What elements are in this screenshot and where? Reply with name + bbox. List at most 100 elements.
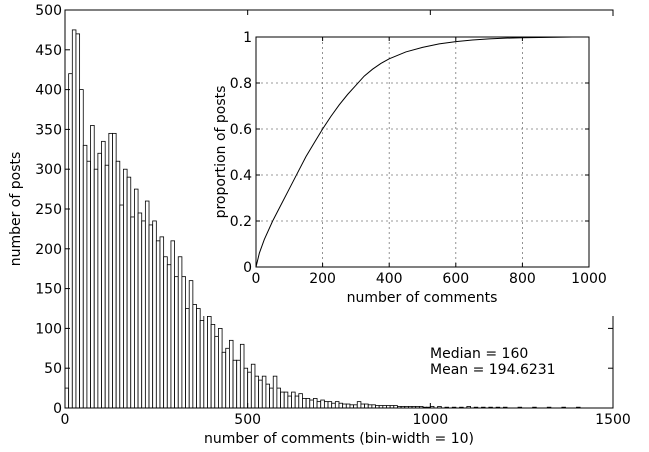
histogram-bar xyxy=(313,398,318,409)
histogram-bar xyxy=(155,240,161,409)
histogram-y-tick-label: 50 xyxy=(44,361,62,377)
histogram-bar xyxy=(360,403,365,409)
histogram-bar xyxy=(214,335,219,409)
cdf-x-tick-label: 400 xyxy=(376,271,403,287)
histogram-bar xyxy=(218,327,223,409)
median-annotation: Median = 160 xyxy=(430,346,528,362)
histogram-bar xyxy=(298,393,303,409)
histogram-y-tick-label: 150 xyxy=(35,282,62,298)
histogram-bar xyxy=(79,89,84,409)
histogram-bar xyxy=(291,391,296,409)
histogram-bar xyxy=(320,399,325,409)
histogram-bar xyxy=(243,367,249,409)
histogram-bar xyxy=(112,132,117,409)
histogram-bar xyxy=(228,339,234,409)
histogram-x-axis-label: number of comments (bin-width = 10) xyxy=(204,431,474,447)
histogram-x-tick-label: 500 xyxy=(234,412,261,428)
histogram-bar xyxy=(280,391,285,409)
histogram-bar xyxy=(185,308,190,409)
histogram-bar xyxy=(338,402,344,409)
histogram-bar xyxy=(232,359,238,409)
histogram-bar xyxy=(254,375,260,409)
cdf-y-axis-label: proportion of posts xyxy=(213,86,229,219)
histogram-x-tick-label: 0 xyxy=(61,412,70,428)
cdf-y-tick-label: 0.6 xyxy=(230,122,252,138)
cdf-y-tick-label: 1 xyxy=(243,30,252,46)
histogram-y-axis-label: number of posts xyxy=(8,152,24,267)
cdf-x-tick-label: 800 xyxy=(509,271,536,287)
histogram-bar xyxy=(331,402,336,409)
histogram-bar xyxy=(123,168,128,409)
histogram-bar xyxy=(93,168,99,409)
histogram-bar xyxy=(356,401,362,409)
histogram-bar xyxy=(130,216,135,409)
cdf-x-tick-label: 600 xyxy=(442,271,469,287)
histogram-bar xyxy=(166,264,172,409)
histogram-y-tick-label: 450 xyxy=(35,43,62,59)
histogram-bar xyxy=(174,276,179,409)
histogram-bar xyxy=(207,316,212,409)
histogram-bar xyxy=(126,176,132,409)
histogram-bar xyxy=(90,125,95,409)
histogram-bar xyxy=(137,212,143,409)
histogram-bar xyxy=(115,160,121,409)
histogram-bar xyxy=(261,375,267,409)
histogram-bar xyxy=(82,144,88,409)
histogram-bar xyxy=(334,401,340,409)
histogram-bar xyxy=(323,401,329,409)
histogram-y-tick-label: 350 xyxy=(35,122,62,138)
histogram-bar xyxy=(177,256,183,409)
histogram-bar xyxy=(342,403,347,409)
histogram-bar xyxy=(163,256,168,409)
histogram-bar xyxy=(170,240,175,409)
cdf-x-tick-label: 0 xyxy=(252,271,261,287)
histogram-bar xyxy=(181,276,186,409)
histogram-bar xyxy=(188,280,194,409)
histogram-bar xyxy=(287,395,292,409)
histogram-bar xyxy=(250,363,256,409)
cdf-y-tick-label: 0 xyxy=(243,260,252,276)
histogram-x-tick-label: 1500 xyxy=(595,412,631,428)
histogram-bar xyxy=(192,304,197,409)
histogram-bar xyxy=(221,351,227,409)
histogram-bar xyxy=(75,33,81,409)
histogram-bar xyxy=(345,403,351,409)
histogram-bar xyxy=(225,347,230,409)
histogram-bar xyxy=(104,164,110,409)
histogram-bar xyxy=(203,312,208,409)
cdf-inset-panel: 0 0.2 0.4 0.6 0.8 1 0 200 400 600 800 1000 number o… xyxy=(201,16,621,316)
histogram-x-tick-label: 1000 xyxy=(413,412,449,428)
histogram-bar xyxy=(364,403,369,409)
histogram-bar xyxy=(283,391,289,409)
histogram-y-tick-label: 500 xyxy=(35,3,62,19)
histogram-bar xyxy=(302,398,307,409)
histogram-bar xyxy=(97,152,102,409)
histogram-bar xyxy=(309,399,314,409)
histogram-bar xyxy=(108,132,113,409)
histogram-bar xyxy=(64,387,70,409)
histogram-bar xyxy=(272,375,278,409)
histogram-bar xyxy=(327,401,333,409)
histogram-y-tick-label: 250 xyxy=(35,202,62,218)
histogram-y-tick-label: 200 xyxy=(35,242,62,258)
histogram-bar xyxy=(71,29,77,409)
cdf-ticks: 0 0.2 0.4 0.6 0.8 1 0 200 400 600 800 1000 xyxy=(230,30,607,287)
histogram-bar xyxy=(247,371,252,409)
cdf-x-tick-label: 200 xyxy=(309,271,336,287)
histogram-bar xyxy=(305,398,311,409)
cdf-axes-box xyxy=(255,36,590,268)
histogram-bar xyxy=(236,359,241,409)
histogram-bar xyxy=(196,308,201,409)
histogram-bar xyxy=(210,324,216,409)
histogram-bar xyxy=(148,224,154,409)
cdf-grid xyxy=(256,37,589,267)
histogram-y-tick-label: 0 xyxy=(53,401,62,417)
histogram-bar xyxy=(316,401,322,409)
histogram-bar xyxy=(276,387,281,409)
histogram-bar xyxy=(159,236,165,409)
histogram-bar xyxy=(269,387,274,409)
cdf-y-tick-label: 0.8 xyxy=(230,76,252,92)
histogram-y-tick-label: 300 xyxy=(35,162,62,178)
